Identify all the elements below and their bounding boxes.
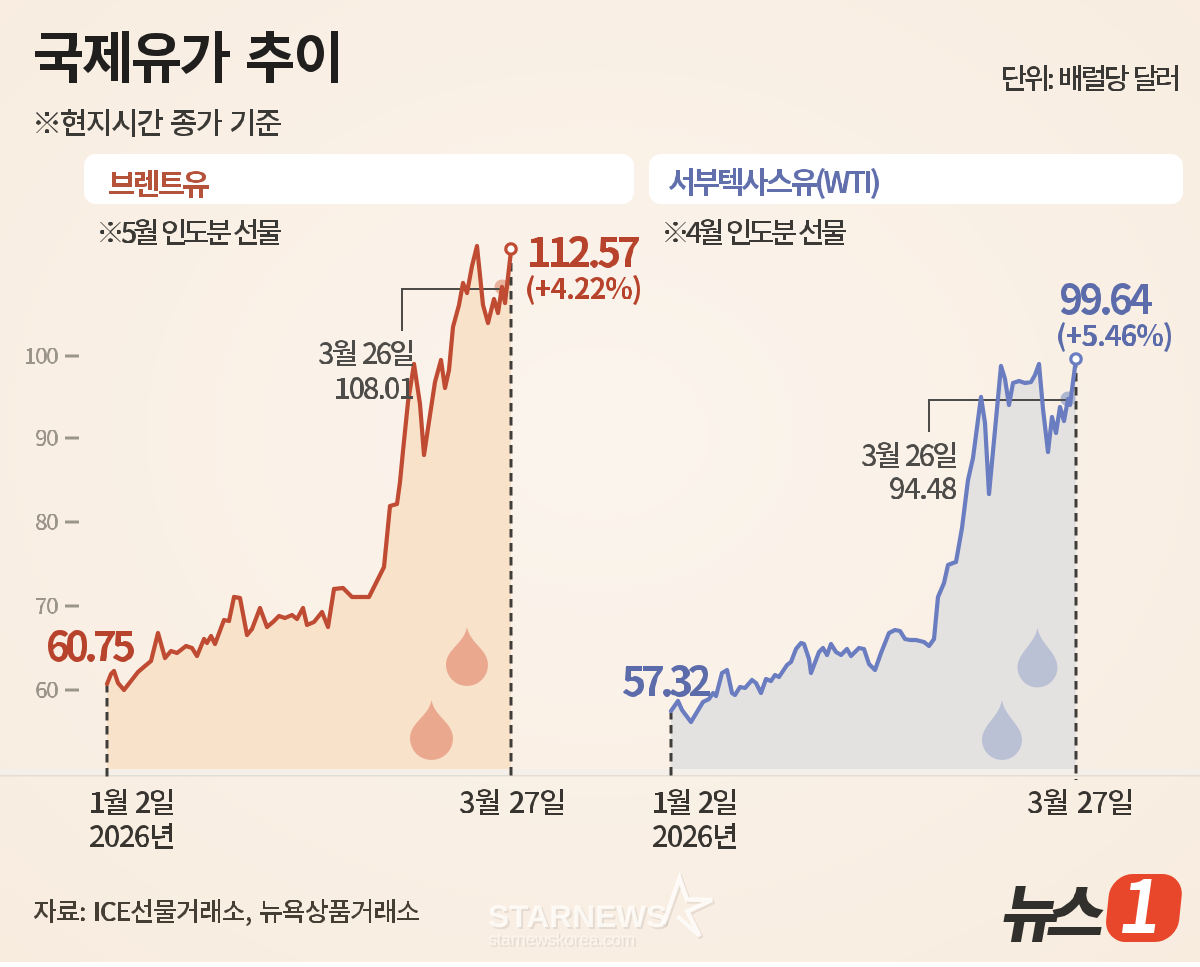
svg-text:STARNEWS: STARNEWS: [488, 898, 668, 934]
svg-text:starnewskorea.com: starnewskorea.com: [488, 929, 635, 949]
svg-text:starnewskorea.com: starnewskorea.com: [490, 931, 637, 951]
svg-text:STARNEWS: STARNEWS: [490, 900, 670, 936]
